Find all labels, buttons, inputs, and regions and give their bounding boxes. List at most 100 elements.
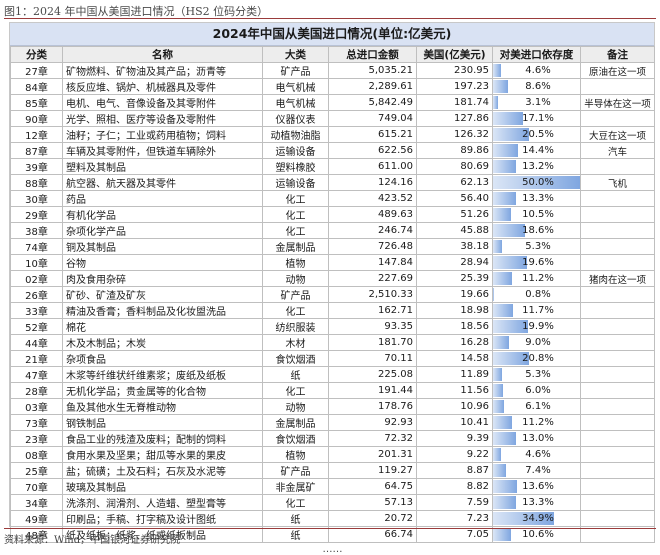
cell-code: 27章	[11, 63, 63, 79]
cell-note	[581, 319, 655, 335]
cell-category: 矿产品	[263, 463, 329, 479]
dependence-value: 5.3%	[493, 369, 580, 380]
cell-total: 72.32	[329, 431, 417, 447]
cell-us: 7.23	[417, 511, 493, 527]
cell-category: 电气机械	[263, 79, 329, 95]
cell-us: 11.56	[417, 383, 493, 399]
cell-code: 87章	[11, 143, 63, 159]
dependence-value: 10.5%	[493, 209, 580, 220]
cell-code: 33章	[11, 303, 63, 319]
cell-total: 70.11	[329, 351, 417, 367]
cell-us: 16.28	[417, 335, 493, 351]
cell-category: 食饮烟酒	[263, 351, 329, 367]
dependence-value: 13.3%	[493, 193, 580, 204]
source-note: 资料来源：Wind，中国银河证券研究院	[4, 531, 180, 546]
cell-name: 鱼及其他水生无脊椎动物	[63, 399, 263, 415]
cell-dependence: 13.3%	[493, 495, 581, 511]
cell-us: 127.86	[417, 111, 493, 127]
cell-category: 纸	[263, 367, 329, 383]
cell-category: 化工	[263, 383, 329, 399]
cell-total: 5,035.21	[329, 63, 417, 79]
cell-total: 20.72	[329, 511, 417, 527]
cell-name: 盐；硫磺；土及石料；石灰及水泥等	[63, 463, 263, 479]
cell-code: 47章	[11, 367, 63, 383]
cell-code: 38章	[11, 223, 63, 239]
cell-name: 杂项食品	[63, 351, 263, 367]
header-category: 大类	[263, 47, 329, 63]
dependence-value: 11.2%	[493, 273, 580, 284]
cell-dependence: 50.0%	[493, 175, 581, 191]
cell-dependence: 34.9%	[493, 511, 581, 527]
cell-total: 181.70	[329, 335, 417, 351]
cell-code: 28章	[11, 383, 63, 399]
cell-note	[581, 239, 655, 255]
cell-us: 28.94	[417, 255, 493, 271]
cell-name: 印刷品；手稿、打字稿及设计图纸	[63, 511, 263, 527]
cell-dependence: 10.5%	[493, 207, 581, 223]
dependence-value: 0.8%	[493, 289, 580, 300]
cell-us: 197.23	[417, 79, 493, 95]
cell-dependence: 6.0%	[493, 383, 581, 399]
cell-name: 电机、电气、音像设备及其零附件	[63, 95, 263, 111]
cell-total: 225.08	[329, 367, 417, 383]
cell-total: 227.69	[329, 271, 417, 287]
cell-total: 191.44	[329, 383, 417, 399]
cell-total: 93.35	[329, 319, 417, 335]
cell-us: 7.59	[417, 495, 493, 511]
cell-dependence: 5.3%	[493, 239, 581, 255]
cell-dependence: 8.6%	[493, 79, 581, 95]
cell-us: 51.26	[417, 207, 493, 223]
dependence-value: 13.2%	[493, 161, 580, 172]
import-table: 分类 名称 大类 总进口金额 美国(亿美元) 对美进口依存度 备注 27章矿物燃…	[10, 46, 655, 555]
cell-category: 动植物油脂	[263, 127, 329, 143]
cell-note	[581, 431, 655, 447]
cell-category: 化工	[263, 303, 329, 319]
cell-category: 运输设备	[263, 175, 329, 191]
cell-note	[581, 223, 655, 239]
cell-name: 矿砂、矿渣及矿灰	[63, 287, 263, 303]
cell-category: 纸	[263, 511, 329, 527]
cell-dependence: 14.4%	[493, 143, 581, 159]
cell-note	[581, 415, 655, 431]
cell-dependence: 7.4%	[493, 463, 581, 479]
cell-dependence: 11.2%	[493, 415, 581, 431]
cell-dependence: 11.2%	[493, 271, 581, 287]
dependence-value: 13.6%	[493, 481, 580, 492]
cell-us: 80.69	[417, 159, 493, 175]
cell-name: 矿物燃料、矿物油及其产品；沥青等	[63, 63, 263, 79]
cell-name: 肉及食用杂碎	[63, 271, 263, 287]
cell-total: 749.04	[329, 111, 417, 127]
cell-code: 23章	[11, 431, 63, 447]
dependence-value: 19.9%	[493, 321, 580, 332]
cell-note: 猪肉在这一项	[581, 271, 655, 287]
dependence-value: 11.7%	[493, 305, 580, 316]
cell-name: 无机化学品；贵金属等的化合物	[63, 383, 263, 399]
cell-category: 动物	[263, 271, 329, 287]
cell-note: 飞机	[581, 175, 655, 191]
cell-code: 26章	[11, 287, 63, 303]
cell-name: 谷物	[63, 255, 263, 271]
cell-us: 9.22	[417, 447, 493, 463]
cell-code: 29章	[11, 207, 63, 223]
cell-total: 611.00	[329, 159, 417, 175]
cell-dependence: 13.0%	[493, 431, 581, 447]
cell-note	[581, 495, 655, 511]
cell-category: 木材	[263, 335, 329, 351]
cell-category: 仪器仪表	[263, 111, 329, 127]
cell-note	[581, 79, 655, 95]
cell-category: 矿产品	[263, 287, 329, 303]
cell-note	[581, 159, 655, 175]
cell-code: 73章	[11, 415, 63, 431]
cell-us: 38.18	[417, 239, 493, 255]
cell-code: 39章	[11, 159, 63, 175]
cell-dependence: 0.8%	[493, 287, 581, 303]
